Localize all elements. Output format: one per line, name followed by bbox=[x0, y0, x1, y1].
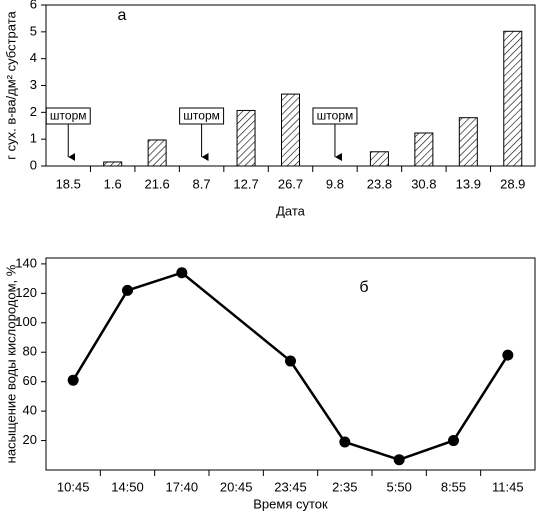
point bbox=[502, 349, 514, 361]
y-tick-label: 0 bbox=[30, 157, 37, 172]
point bbox=[393, 454, 405, 466]
y-tick-label: 20 bbox=[23, 432, 37, 447]
y-tick-label: 1 bbox=[30, 131, 37, 146]
x-tick-label: 28.9 bbox=[500, 176, 525, 191]
x-axis-label: Время суток bbox=[253, 496, 328, 511]
y-tick-label: 100 bbox=[15, 314, 37, 329]
bar bbox=[103, 161, 123, 167]
y-tick-label: 80 bbox=[23, 344, 37, 359]
chart-title: а bbox=[118, 7, 127, 24]
x-tick-label: 12.7 bbox=[233, 176, 258, 191]
point bbox=[67, 374, 79, 386]
x-tick-label: 18.5 bbox=[56, 176, 81, 191]
x-tick-label: 30.8 bbox=[411, 176, 436, 191]
y-tick-label: 120 bbox=[15, 285, 37, 300]
annotation: шторм bbox=[183, 109, 220, 123]
x-tick-label: 9.8 bbox=[326, 176, 344, 191]
bar bbox=[281, 93, 300, 167]
annotation: шторм bbox=[50, 109, 87, 123]
x-tick-label: 2:35 bbox=[332, 479, 357, 494]
x-tick-label: 23.8 bbox=[367, 176, 392, 191]
x-tick-label: 11:45 bbox=[492, 479, 524, 494]
point bbox=[285, 355, 296, 367]
x-tick-label: 26.7 bbox=[278, 176, 303, 191]
x-tick-label: 14:50 bbox=[111, 479, 144, 494]
x-tick-label: 23:45 bbox=[274, 479, 307, 494]
point bbox=[448, 435, 459, 447]
y-tick-label: 140 bbox=[15, 255, 37, 270]
y-tick-label: 6 bbox=[30, 0, 37, 11]
y-tick-label: 40 bbox=[23, 403, 37, 418]
chart-title: б bbox=[359, 279, 368, 296]
x-tick-label: 1.6 bbox=[104, 176, 122, 191]
point bbox=[339, 436, 351, 448]
x-axis-label: Дата bbox=[276, 203, 306, 218]
x-tick-label: 8.7 bbox=[193, 176, 211, 191]
bar bbox=[458, 117, 478, 167]
x-tick-label: 20:45 bbox=[220, 479, 253, 494]
y-tick-label: 60 bbox=[23, 373, 37, 388]
x-tick-label: 10:45 bbox=[57, 479, 90, 494]
y-tick-label: 2 bbox=[30, 104, 37, 119]
point bbox=[122, 284, 133, 296]
x-tick-label: 8:55 bbox=[441, 479, 466, 494]
bar bbox=[369, 151, 389, 167]
bar bbox=[414, 132, 434, 167]
y-tick-label: 4 bbox=[30, 50, 37, 65]
bar bbox=[503, 30, 523, 167]
point bbox=[176, 267, 188, 279]
y-tick-label: 3 bbox=[30, 77, 37, 92]
line bbox=[72, 271, 509, 462]
y-axis-label: г сух. в-ва/дм² субстрата bbox=[3, 10, 18, 159]
x-tick-label: 17:40 bbox=[166, 479, 199, 494]
x-tick-label: 13.9 bbox=[456, 176, 481, 191]
plot-frame bbox=[45, 257, 536, 471]
y-axis-label: насыщение воды кислородом, % bbox=[3, 264, 18, 463]
x-tick-label: 5:50 bbox=[387, 479, 412, 494]
bar bbox=[147, 139, 167, 167]
annotation: шторм bbox=[317, 109, 354, 123]
x-tick-label: 21.6 bbox=[144, 176, 169, 191]
bar bbox=[236, 109, 256, 167]
y-tick-label: 5 bbox=[30, 23, 37, 38]
